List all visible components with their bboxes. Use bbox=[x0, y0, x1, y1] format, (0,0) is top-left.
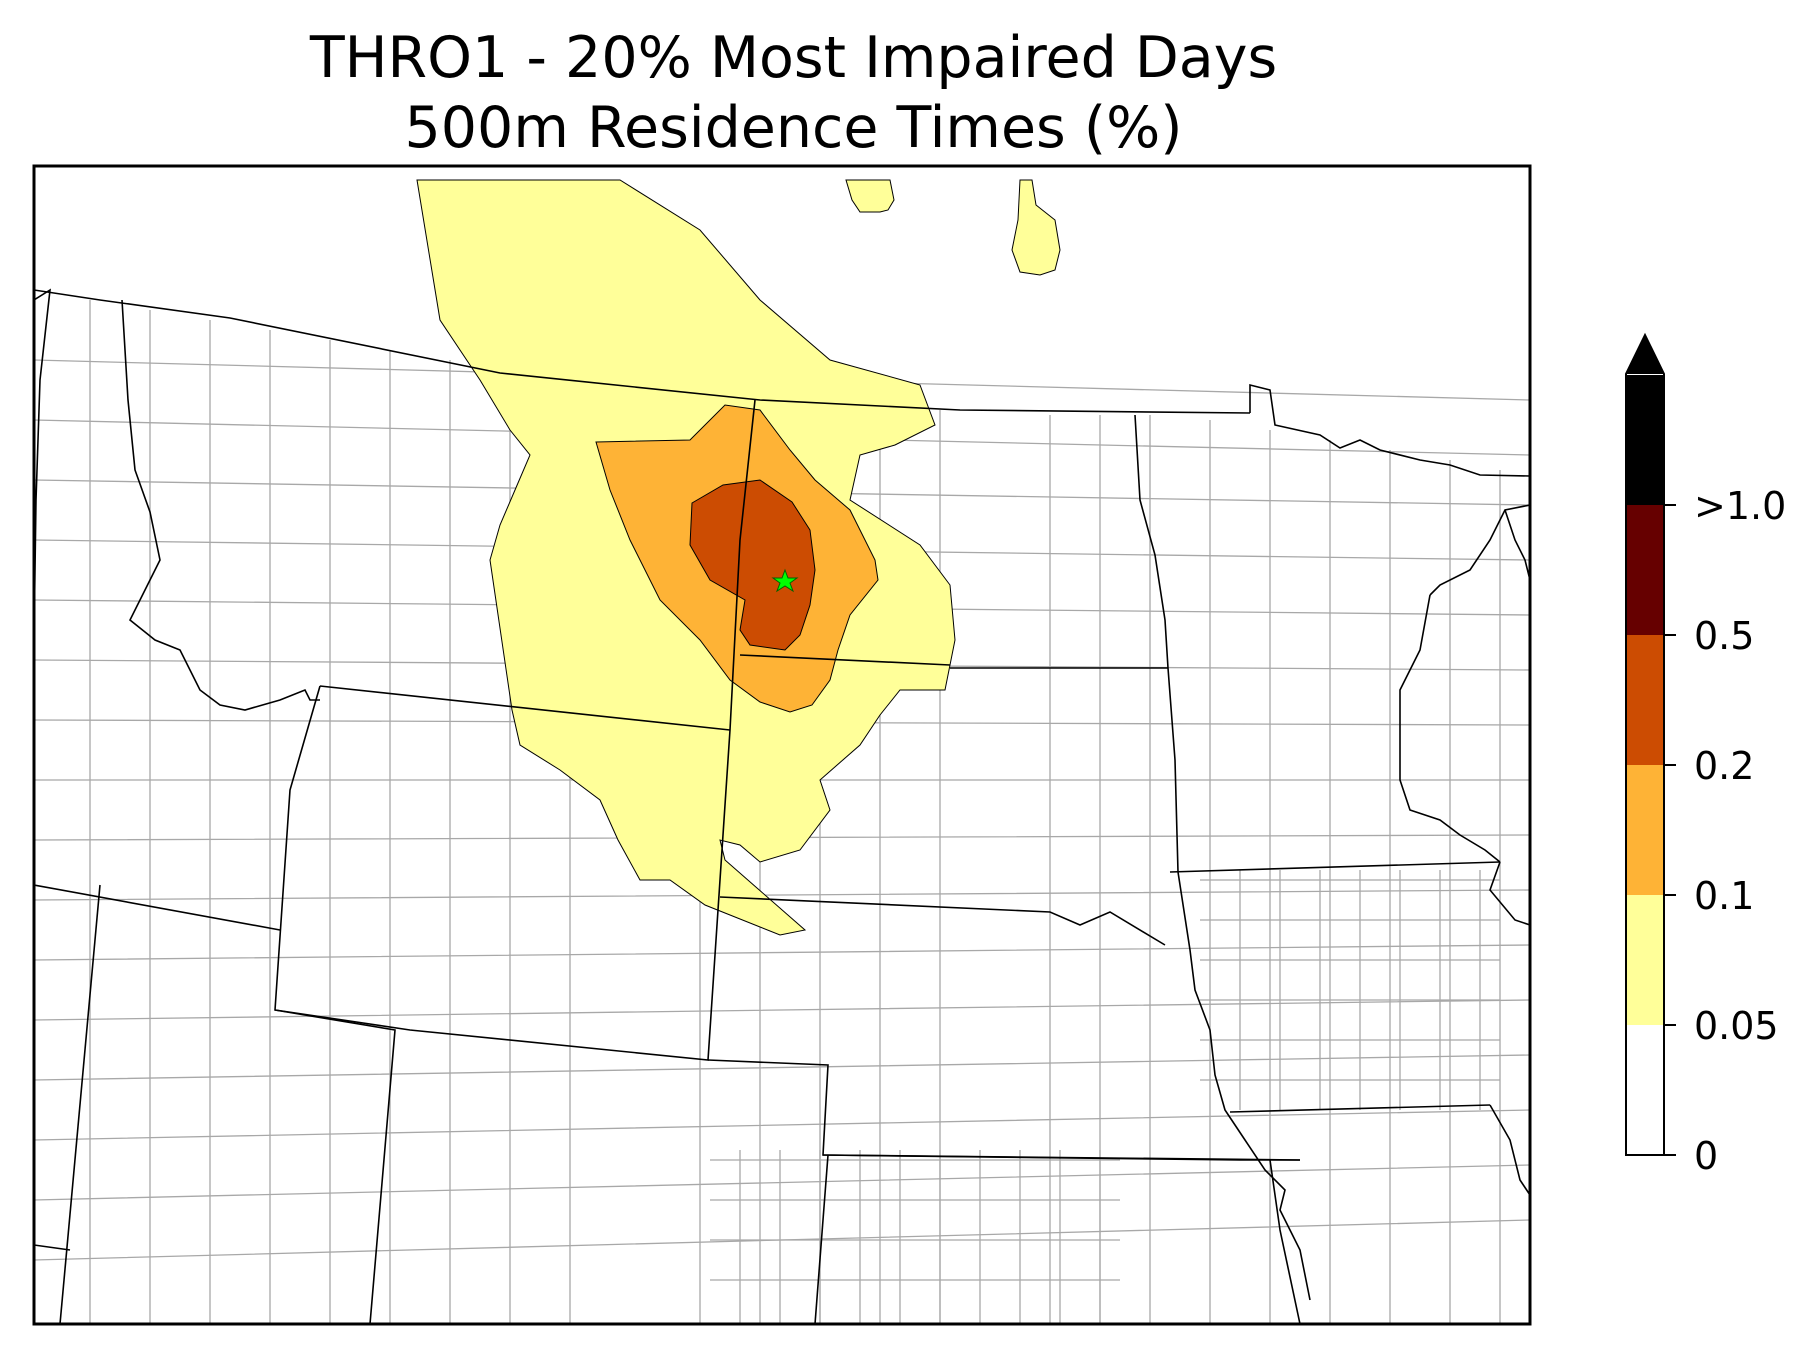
colorbar: 0 0.05 0.1 0.2 0.5 >1.0 bbox=[1625, 332, 1786, 1178]
utah-border bbox=[59, 884, 101, 1324]
plume-lobe-east bbox=[1011, 179, 1061, 276]
sd-east-border bbox=[1167, 667, 1179, 873]
colorbar-segment-1 bbox=[1626, 895, 1664, 1025]
green-star-icon bbox=[771, 568, 799, 593]
state-borders bbox=[34, 288, 1530, 1324]
colorbar-segment-4 bbox=[1626, 505, 1664, 635]
sd-nd-border bbox=[739, 654, 951, 666]
ne-ks-border bbox=[822, 1154, 1301, 1161]
chart-title-line1: THRO1 - 20% Most Impaired Days bbox=[309, 25, 1278, 91]
wi-lake-shore bbox=[1504, 509, 1530, 581]
colorbar-tick-labels: 0 0.05 0.1 0.2 0.5 >1.0 bbox=[1694, 484, 1786, 1178]
mt-wy-border bbox=[319, 685, 731, 731]
contour-0.2-0.5 bbox=[689, 479, 816, 651]
colorbar-segment-5 bbox=[1626, 375, 1664, 505]
colorbar-extend-arrow-icon bbox=[1626, 335, 1664, 374]
missouri-river bbox=[1177, 871, 1311, 1301]
iowa-mo-border bbox=[1229, 1104, 1491, 1113]
colorbar-tick-label-1.0: >1.0 bbox=[1694, 484, 1786, 528]
us-canada-border bbox=[34, 289, 1251, 414]
colorbar-tick-label-0.5: 0.5 bbox=[1694, 614, 1754, 658]
colorbar-segment-0 bbox=[1626, 1025, 1664, 1155]
colorbar-ticks bbox=[1664, 504, 1676, 1156]
colorbar-segment-2 bbox=[1626, 765, 1664, 895]
colorbar-tick-label-0.05: 0.05 bbox=[1694, 1004, 1779, 1048]
ks-mo-border bbox=[1269, 1159, 1301, 1324]
superior-shoreline bbox=[1429, 504, 1530, 596]
kansas-west-border bbox=[814, 1154, 829, 1324]
colorbar-segments bbox=[1626, 375, 1664, 1155]
wyoming-border bbox=[274, 685, 731, 1061]
colorbar-tick-label-0.1: 0.1 bbox=[1694, 874, 1754, 918]
wy-co-border bbox=[274, 1009, 396, 1324]
north-dakota-west-border bbox=[729, 399, 756, 731]
colorbar-segment-3 bbox=[1626, 635, 1664, 765]
plume-lobe-north bbox=[845, 179, 895, 213]
colorbar-tick-label-0: 0 bbox=[1694, 1134, 1718, 1178]
mn-iowa-border bbox=[1169, 861, 1501, 873]
colorbar-tick-label-0.2: 0.2 bbox=[1694, 744, 1754, 788]
map-panel bbox=[34, 166, 1530, 1324]
nd-mn-border bbox=[1134, 414, 1169, 669]
chart-title-line2: 500m Residence Times (%) bbox=[404, 95, 1183, 161]
mississippi-river bbox=[1489, 861, 1530, 1196]
sd-ne-border bbox=[719, 896, 1166, 946]
mn-wi-border bbox=[1399, 594, 1501, 863]
minnesota-northeast-border bbox=[1249, 383, 1530, 477]
map-frame bbox=[32, 164, 1532, 1326]
